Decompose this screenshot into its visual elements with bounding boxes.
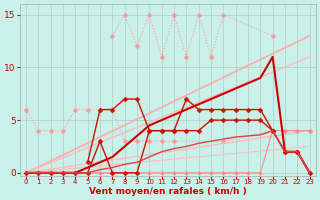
- X-axis label: Vent moyen/en rafales ( km/h ): Vent moyen/en rafales ( km/h ): [89, 187, 247, 196]
